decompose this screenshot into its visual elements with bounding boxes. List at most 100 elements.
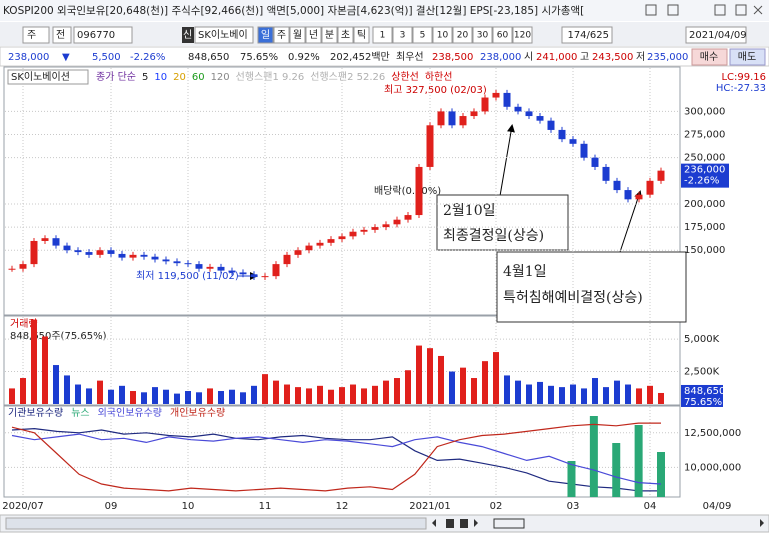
candle [228,270,236,273]
interval-button[interactable] [392,26,413,44]
name-input[interactable] [194,26,254,44]
tab-button[interactable] [273,26,290,44]
volume-bar [207,388,213,404]
volume-bar [119,385,125,404]
candle [635,194,643,200]
x-tick-label: 2020/07 [2,501,44,512]
interval-button[interactable] [472,26,493,44]
interval-button[interactable] [492,26,513,44]
candle [349,231,357,237]
legend-item: 종가 단순 [96,71,136,83]
candle [184,263,192,265]
date-box[interactable] [685,26,747,44]
y-tick-label: 2,500K [684,367,720,378]
interval-button[interactable] [452,26,473,44]
buy-label: 매수 [700,51,718,63]
x-tick-label: 03 [567,501,580,512]
note2-text: 특허침해예비결정(상승) [503,290,643,306]
candle [327,239,335,243]
candle [206,266,214,269]
candle [492,92,500,98]
volume-bar [383,380,389,404]
volume-bar [647,385,653,404]
holding-line [11,422,661,492]
current-volume-pct: 75.65% [684,397,722,408]
note2-box [496,251,687,323]
candle [547,120,555,130]
volume-bar [636,388,642,404]
legend-item: 기관보유수량 [8,407,63,419]
tab-button[interactable] [289,26,306,44]
interval-button[interactable] [512,26,533,44]
candle [404,215,412,220]
tab-button[interactable] [305,26,322,44]
candle [624,190,632,200]
buy-button[interactable] [691,48,728,66]
tab-label: 월 [293,29,302,41]
scroll-thumb[interactable] [5,517,427,530]
volume-bar [526,384,532,404]
volume-bar [328,389,334,404]
candle [459,116,467,126]
tab-button[interactable] [353,26,370,44]
candle [140,254,148,257]
legend-item: 외국인보유수량 [98,407,162,419]
arrow: ▼ [62,52,70,63]
legend-item: 상한선 [391,71,419,83]
x-tick-label: 10 [182,501,195,512]
news-bar [589,416,598,497]
candle [481,97,489,112]
stock-name: SK이노베이 [198,29,248,41]
legend-item: 뉴스 [71,407,89,419]
tab-button[interactable] [257,26,274,44]
low: 235,000 [647,52,688,63]
volume: 848,650 [188,52,229,63]
interval-button[interactable] [372,26,393,44]
sell-label: 매도 [738,51,756,63]
volume-bar [218,391,224,404]
panel-stock-name: SK이노베이션 [11,71,70,83]
volume-bar [372,385,378,404]
volume-bar [658,392,664,404]
volume-bar [394,378,400,404]
current-volume: 848,650 [684,386,725,397]
window-buttons[interactable] [645,4,763,16]
volume-title: 거래량 [10,318,38,330]
volume-bar [537,381,543,404]
low-annotation: 최저 119,500 (11/02) [136,270,239,282]
interval-button[interactable] [432,26,453,44]
scroll-controls[interactable] [432,518,764,529]
legend-item: 선행스팬2 52.26 [310,71,385,83]
prev-button[interactable] [52,26,72,44]
candle [195,264,203,269]
note1-text: 최종결정일(상승) [443,228,544,244]
legend-item: 개인보유수량 [170,407,225,419]
volume-bar [405,370,411,404]
legend-item: 20 [173,72,186,83]
current-change: -2.26% [684,176,719,187]
tab-button[interactable] [321,26,338,44]
legend-item: 120 [211,72,230,83]
interval-button[interactable] [412,26,433,44]
best-label: 최우선 [396,51,424,63]
interval-label: 5 [420,31,426,41]
date: 2021/04/09 [689,30,747,41]
tab-button[interactable] [337,26,354,44]
code-input[interactable] [73,26,133,44]
candle [63,245,71,251]
volume-bar [493,352,499,404]
interval-label: 20 [457,31,469,41]
news-bar [657,452,665,497]
title-bar [0,0,769,21]
interval-label: 120 [514,31,531,41]
sell-button[interactable] [729,48,766,66]
interval-label: 1 [380,31,386,41]
count-box[interactable] [561,26,613,44]
tab-label: 틱 [357,29,366,41]
price: 238,000 [8,52,49,63]
candle [646,180,654,195]
x-tick-label: 09 [105,501,118,512]
period-select[interactable] [22,26,50,44]
candle [415,166,423,216]
